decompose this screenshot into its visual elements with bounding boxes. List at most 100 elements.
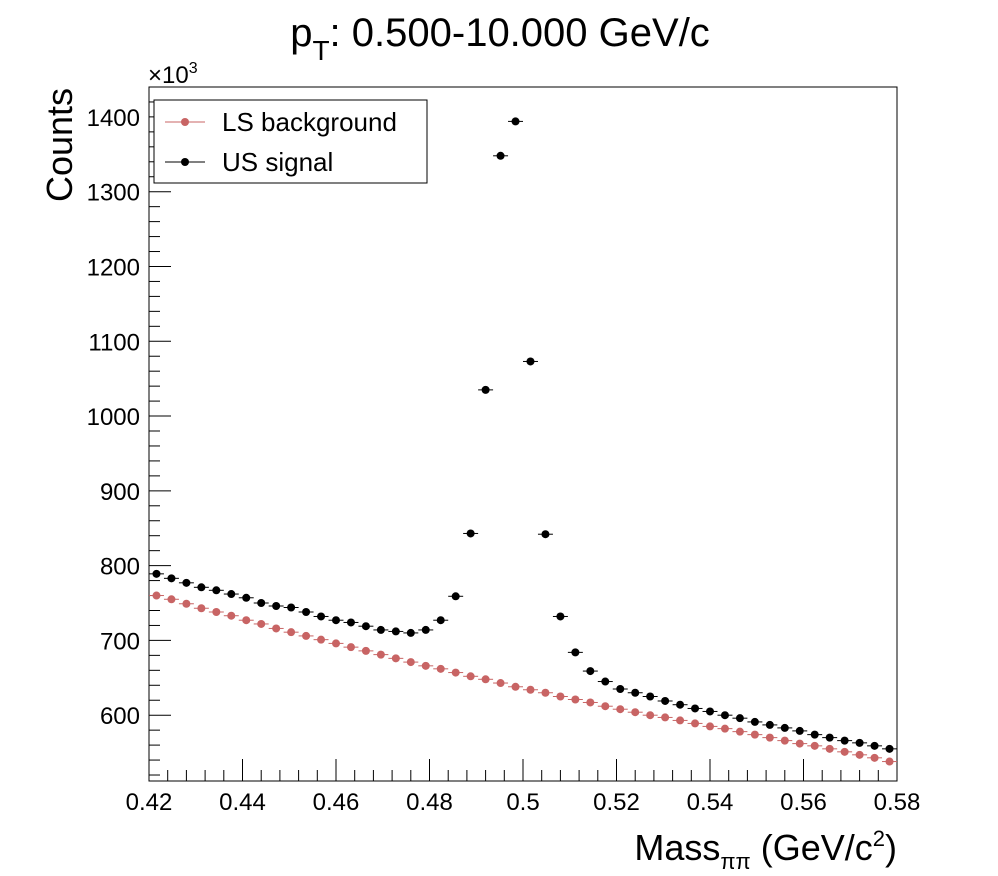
data-point (391, 654, 400, 663)
y-tick-label: 1000 (87, 404, 140, 431)
data-point (332, 616, 340, 625)
data-point (840, 736, 849, 745)
data-point (346, 643, 355, 652)
data-point (586, 698, 595, 707)
data-point (885, 744, 894, 753)
data-point (421, 625, 430, 634)
x-tick-label: 0.54 (687, 789, 734, 816)
y-tick-label: 1200 (87, 254, 140, 281)
data-point (511, 682, 520, 691)
data-point (720, 711, 729, 720)
x-tick-label: 0.48 (406, 789, 453, 816)
data-point (257, 599, 266, 608)
y-axis-label: Counts (39, 88, 80, 202)
data-point (855, 738, 864, 747)
data-point (361, 646, 370, 655)
y-tick-label: 700 (100, 628, 140, 655)
data-point (496, 151, 505, 160)
data-point (601, 702, 610, 711)
data-point (451, 592, 460, 601)
data-point (556, 692, 565, 701)
data-point (855, 750, 864, 759)
data-point (242, 616, 251, 625)
data-point (361, 622, 370, 631)
data-point (391, 627, 400, 636)
data-point (526, 685, 535, 694)
data-point (571, 695, 580, 704)
data-point (406, 628, 415, 637)
data-point (242, 593, 251, 602)
data-point (661, 696, 670, 705)
data-point (646, 711, 655, 720)
data-point (436, 616, 445, 625)
data-point (227, 590, 236, 599)
data-point (346, 618, 355, 627)
data-point (317, 635, 326, 644)
x-tick-label: 0.58 (874, 789, 921, 816)
data-point (676, 716, 685, 725)
data-point (795, 739, 804, 748)
data-point (691, 719, 700, 728)
data-point (212, 607, 221, 616)
axis-tick-labels: 0.42 0.44 0.46 0.48 0.5 0.52 0.54 0.56 0.58 600 70… (87, 105, 921, 816)
chart-title-rest: : 0.500-10.000 GeV/c (330, 11, 710, 55)
data-point (750, 730, 759, 739)
data-point (421, 661, 430, 670)
data-point (272, 602, 281, 611)
data-point (780, 736, 789, 745)
data-point (691, 704, 700, 713)
data-point (541, 688, 550, 697)
series-us-signal (149, 117, 897, 753)
data-point (661, 713, 670, 722)
data-point (885, 757, 894, 766)
data-point (481, 385, 490, 394)
series-layer (149, 117, 897, 766)
legend: LS background US signal (153, 99, 428, 184)
data-point (840, 747, 849, 756)
data-point (706, 722, 714, 731)
data-point (646, 692, 655, 701)
data-point (317, 612, 326, 621)
y-tick-label: 1300 (87, 180, 140, 207)
x-axis-label-subscript: ππ (720, 849, 750, 871)
x-tick-label: 0.56 (780, 789, 827, 816)
x-tick-label: 0.52 (593, 789, 640, 816)
data-point (167, 595, 176, 604)
data-point (152, 591, 161, 600)
legend-label-ls-background: LS background (222, 107, 397, 137)
data-point (287, 603, 296, 612)
data-point (765, 733, 774, 742)
data-point (676, 700, 685, 709)
x-axis-label-close: ) (885, 827, 897, 868)
chart-title-main: p (290, 11, 312, 55)
chart-title: pT: 0.500-10.000 GeV/c (290, 11, 710, 66)
data-point (197, 583, 206, 592)
data-point (511, 117, 520, 126)
data-point (586, 667, 595, 676)
data-point (825, 733, 834, 742)
data-point (870, 753, 879, 762)
data-point (541, 530, 550, 539)
y-axis-multiplier: ×103 (148, 60, 198, 89)
data-point (810, 730, 819, 739)
data-point (451, 668, 460, 677)
data-point (526, 357, 535, 366)
data-point (152, 569, 161, 578)
data-point (182, 578, 191, 587)
data-point (481, 675, 490, 684)
data-point (167, 574, 176, 583)
data-point (332, 639, 340, 648)
data-point (631, 708, 640, 717)
y-tick-label: 1400 (87, 105, 140, 132)
data-point (706, 707, 714, 716)
data-point (735, 727, 744, 736)
y-axis-multiplier-base: ×10 (148, 62, 189, 89)
data-point (616, 705, 625, 714)
data-point (466, 672, 475, 681)
data-point (556, 612, 565, 621)
data-point (720, 724, 729, 733)
x-tick-label: 0.42 (126, 789, 173, 816)
data-point (466, 529, 475, 538)
axis-ticks (148, 86, 898, 781)
